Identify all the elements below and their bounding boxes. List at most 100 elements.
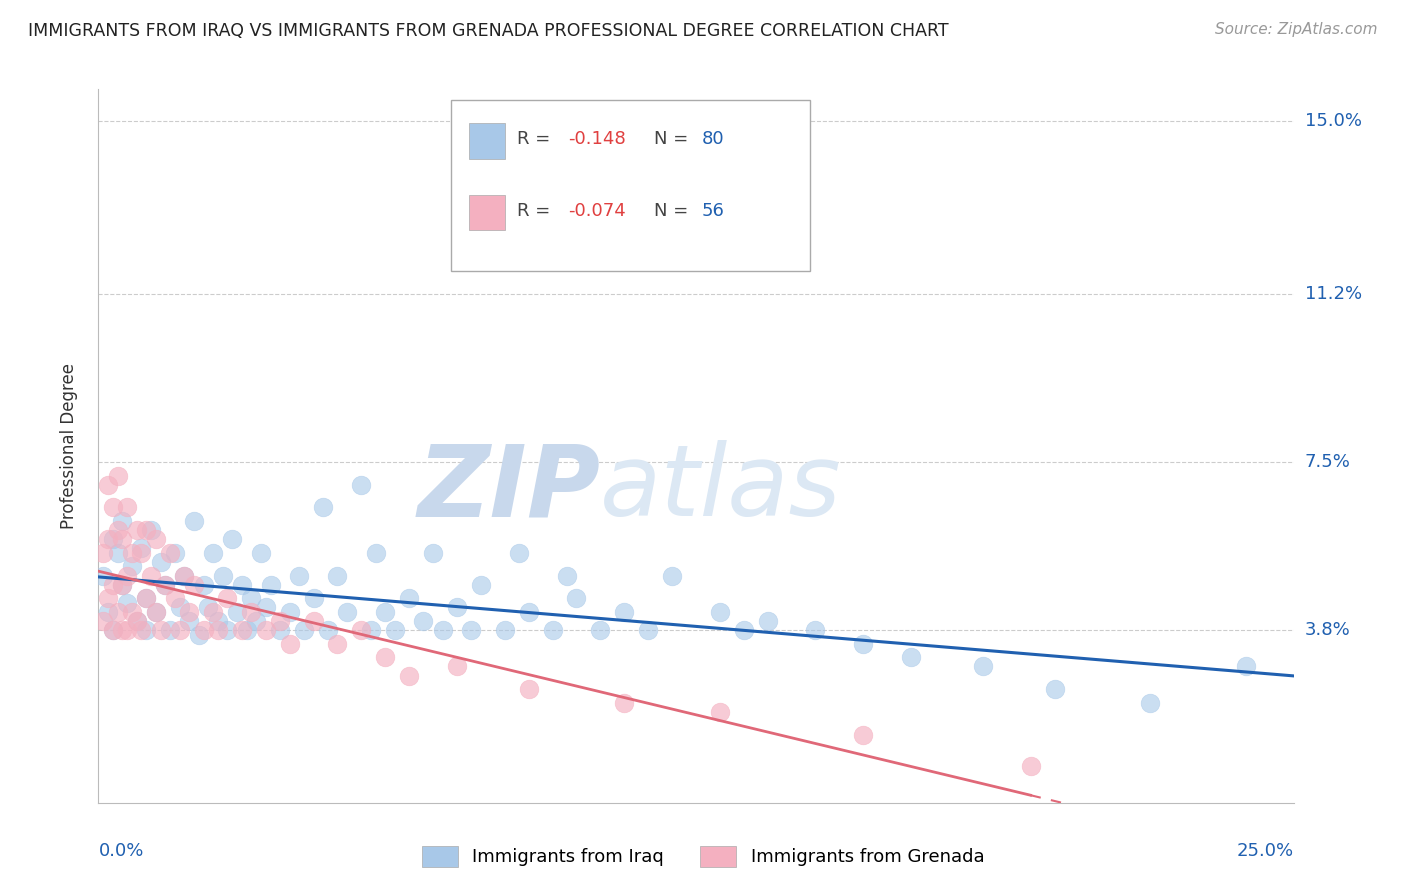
Point (202, 546, 225, 560)
Point (211, 568, 233, 582)
Point (135, 623, 157, 637)
Point (302, 614, 325, 628)
Point (613, 696, 636, 710)
Point (446, 600, 468, 615)
Point (384, 623, 406, 637)
Point (412, 614, 434, 628)
Point (135, 523, 157, 537)
Point (97, 532, 120, 546)
Legend: Immigrants from Iraq, Immigrants from Grenada: Immigrants from Iraq, Immigrants from Gr… (415, 838, 991, 874)
Point (470, 577, 492, 591)
Point (155, 577, 177, 591)
Point (163, 546, 186, 560)
Point (173, 568, 195, 582)
Point (555, 568, 578, 582)
Point (852, 637, 875, 651)
Point (97, 477, 120, 491)
Point (217, 623, 239, 637)
Point (101, 532, 124, 546)
Point (245, 614, 267, 628)
Point (494, 623, 516, 637)
Point (169, 623, 191, 637)
Point (135, 591, 157, 606)
Point (240, 591, 263, 606)
Point (107, 605, 129, 619)
Point (336, 605, 359, 619)
Text: -0.148: -0.148 (568, 130, 626, 148)
Point (91, 614, 114, 628)
Point (139, 523, 162, 537)
Point (107, 546, 129, 560)
Point (292, 623, 315, 637)
Point (125, 614, 148, 628)
Text: atlas: atlas (600, 441, 842, 537)
Point (1234, 659, 1257, 673)
Point (1019, 759, 1042, 773)
Point (115, 596, 138, 610)
Point (852, 728, 875, 742)
Point (259, 577, 281, 591)
Point (269, 614, 291, 628)
Point (97, 591, 120, 606)
Point (101, 500, 124, 515)
Point (254, 600, 277, 615)
Point (91, 568, 114, 582)
Point (139, 568, 162, 582)
Point (1139, 696, 1161, 710)
Point (163, 591, 186, 606)
Point (374, 650, 396, 665)
Point (589, 623, 612, 637)
Text: N =: N = (654, 202, 695, 219)
Text: 56: 56 (702, 202, 725, 219)
Point (187, 627, 209, 641)
Point (183, 577, 205, 591)
Text: 11.2%: 11.2% (1305, 285, 1362, 302)
Point (179, 614, 201, 628)
Point (193, 623, 215, 637)
Text: Source: ZipAtlas.com: Source: ZipAtlas.com (1215, 22, 1378, 37)
Point (159, 546, 181, 560)
Point (432, 623, 454, 637)
Point (240, 605, 263, 619)
Point (709, 605, 731, 619)
Point (350, 623, 373, 637)
Point (398, 668, 420, 682)
Point (360, 623, 382, 637)
Point (250, 546, 273, 560)
Point (131, 546, 153, 560)
Y-axis label: Professional Degree: Professional Degree (59, 363, 77, 529)
Point (709, 705, 731, 719)
Point (350, 477, 373, 491)
Point (121, 559, 143, 574)
Point (302, 591, 325, 606)
Point (508, 546, 530, 560)
Point (733, 623, 755, 637)
Text: R =: R = (517, 202, 555, 219)
Point (269, 623, 291, 637)
Point (179, 605, 201, 619)
Point (278, 637, 301, 651)
Point (374, 605, 396, 619)
Point (115, 623, 138, 637)
Point (197, 600, 219, 615)
Point (254, 623, 277, 637)
Point (207, 623, 229, 637)
Point (155, 577, 177, 591)
Text: ZIP: ZIP (418, 441, 600, 537)
Point (460, 623, 482, 637)
Point (398, 591, 420, 606)
Point (145, 605, 167, 619)
Point (107, 468, 129, 483)
Point (661, 568, 683, 582)
Point (312, 500, 335, 515)
Point (131, 541, 153, 556)
Text: 0.0%: 0.0% (98, 842, 143, 860)
Text: N =: N = (654, 130, 695, 148)
Point (111, 623, 134, 637)
Point (541, 623, 564, 637)
Point (115, 500, 138, 515)
Point (149, 555, 172, 569)
Point (202, 605, 225, 619)
Point (613, 605, 636, 619)
Point (173, 568, 195, 582)
